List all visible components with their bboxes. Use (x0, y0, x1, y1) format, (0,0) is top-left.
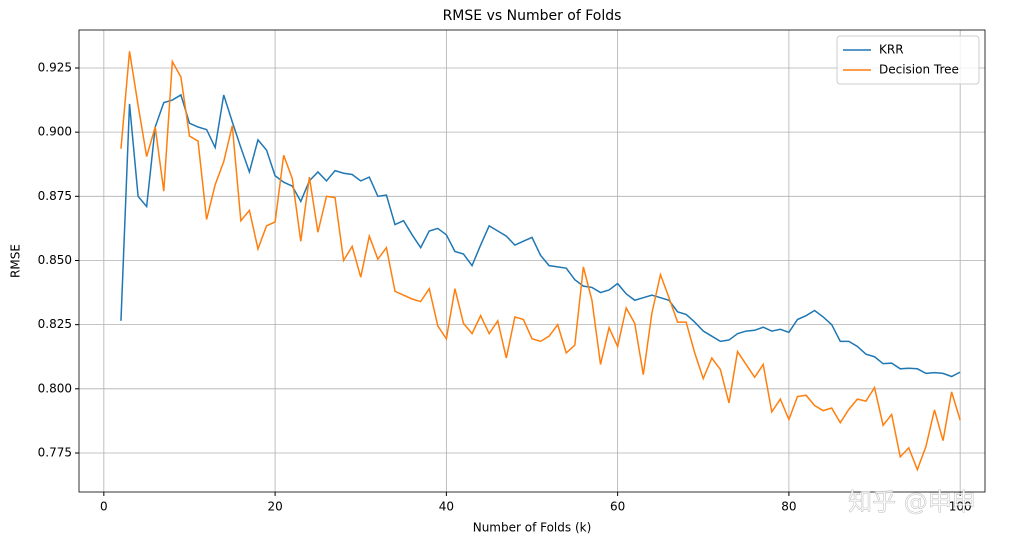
watermark: 知乎 @申申 (848, 488, 976, 516)
x-tick-label: 0 (100, 500, 108, 514)
legend: KRR Decision Tree (836, 35, 980, 85)
y-tick-label: 0.850 (38, 253, 72, 267)
y-tick-label: 0.900 (38, 125, 72, 139)
y-tick-label: 0.800 (38, 381, 72, 395)
chart-title: RMSE vs Number of Folds (443, 8, 622, 24)
x-tick-label: 100 (949, 500, 972, 514)
y-tick-label: 0.825 (38, 317, 72, 331)
legend-box (836, 35, 980, 85)
x-tick-label: 40 (439, 500, 454, 514)
x-tick-label: 60 (610, 500, 625, 514)
x-tick-label: 80 (781, 500, 796, 514)
x-tick-label: 20 (267, 500, 282, 514)
y-tick-label: 0.875 (38, 189, 72, 203)
y-tick-label: 0.925 (38, 60, 72, 74)
y-tick-label: 0.775 (38, 445, 72, 459)
line-series (120, 51, 961, 472)
plot-frame (78, 29, 986, 493)
line-series (120, 93, 961, 378)
x-axis-label: Number of Folds (k) (473, 521, 592, 535)
legend-label: KRR (879, 43, 904, 57)
y-axis-label: RMSE (9, 244, 23, 278)
legend-label: Decision Tree (879, 63, 959, 77)
